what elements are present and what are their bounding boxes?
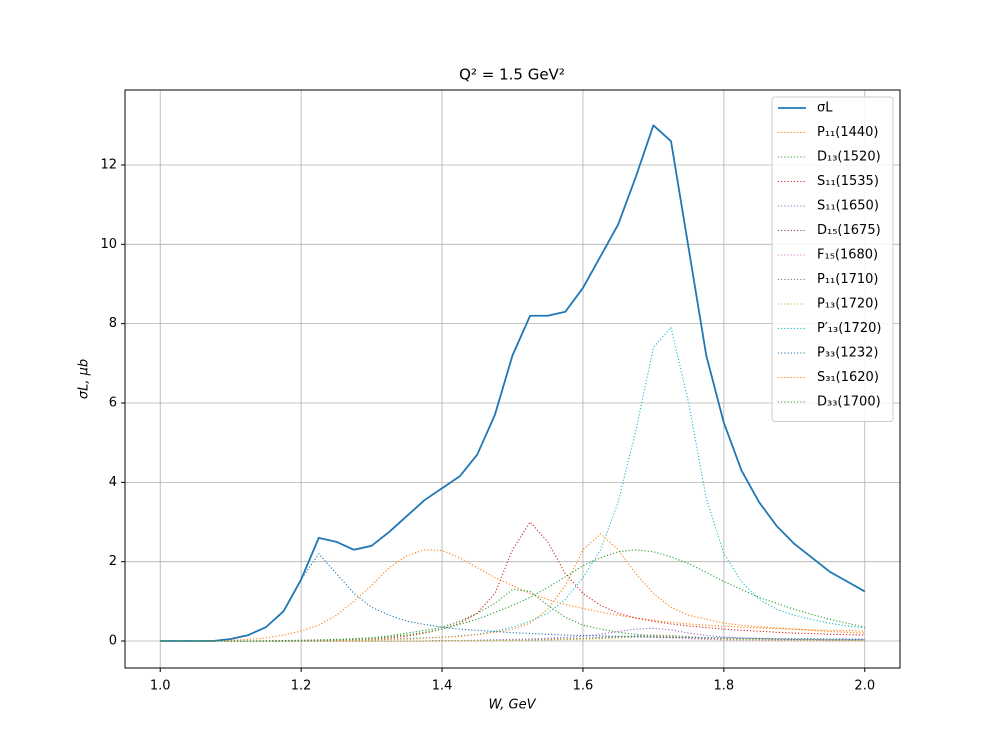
x-tick-label: 1.2 (291, 679, 312, 694)
legend-label: P′₁₃(1720) (817, 321, 881, 336)
legend-label: P₁₁(1440) (817, 125, 879, 140)
x-tick-label: 1.8 (714, 679, 735, 694)
legend-label: P₃₃(1232) (817, 346, 879, 361)
series-line (160, 553, 865, 642)
legend-label: D₁₅(1675) (817, 223, 881, 238)
x-axis-label: W, GeV (488, 698, 536, 713)
legend-label: D₃₃(1700) (817, 395, 881, 410)
series-line (160, 627, 865, 642)
x-tick-label: 1.0 (150, 679, 171, 694)
series-line (160, 635, 865, 642)
y-tick-label: 4 (109, 475, 117, 490)
y-axis-label: σL, μb (77, 359, 92, 399)
legend-label: P₁₁(1710) (817, 272, 879, 287)
series-line (160, 549, 865, 642)
chart-title: Q² = 1.5 GeV² (459, 66, 565, 84)
series-line (160, 124, 866, 642)
series-line (160, 533, 865, 642)
x-tick-label: 1.6 (573, 679, 594, 694)
x-tick-label: 1.4 (432, 679, 453, 694)
y-tick-label: 12 (100, 157, 117, 172)
series-line (160, 521, 865, 642)
legend-label: S₁₁(1650) (817, 199, 879, 214)
legend-label: σL (817, 101, 833, 116)
legend-label: S₁₁(1535) (817, 174, 879, 189)
y-tick-label: 2 (109, 554, 117, 569)
legend-label: F₁₅(1680) (817, 248, 878, 263)
y-tick-label: 10 (100, 237, 117, 252)
legend-label: D₁₃(1520) (817, 150, 881, 165)
series-line (160, 327, 865, 642)
y-tick-label: 0 (109, 634, 117, 649)
legend-label: S₃₁(1620) (817, 370, 879, 385)
plot-frame (124, 89, 901, 669)
y-tick-label: 6 (109, 396, 117, 411)
x-tick-label: 2.0 (854, 679, 875, 694)
y-tick-label: 8 (109, 316, 117, 331)
legend-box (771, 96, 894, 422)
legend: σL P₁₁(1440) D₁₃(1520) S₁₁(1535) S₁₁(1650) D₁… (771, 96, 894, 422)
legend-label: P₁₃(1720) (817, 297, 879, 312)
series-line (160, 588, 865, 642)
